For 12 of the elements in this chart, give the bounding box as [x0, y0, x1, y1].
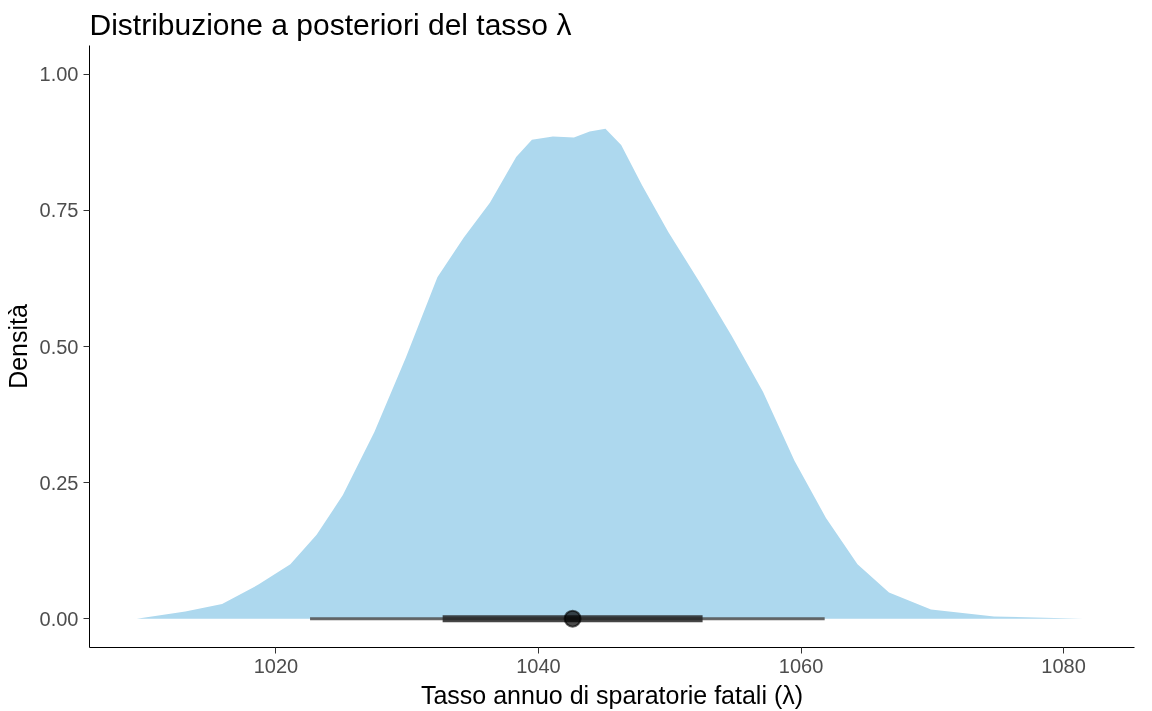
y-axis-title: Densità [3, 304, 32, 389]
x-tick-label: 1080 [1041, 654, 1086, 677]
x-tick-label: 1040 [516, 654, 561, 677]
y-tick-label: 0.00 [39, 607, 79, 630]
x-axis-title: Tasso annuo di sparatorie fatali (λ) [420, 680, 804, 709]
y-tick-label: 0.75 [39, 199, 79, 222]
y-tick-label: 0.50 [39, 335, 79, 358]
chart-title: Distribuzione a posteriori del tasso λ [89, 7, 572, 41]
x-tick-label: 1060 [778, 654, 824, 677]
x-tick-label: 1020 [253, 654, 299, 677]
y-tick-label: 0.25 [39, 471, 79, 494]
y-tick-label: 1.00 [39, 63, 79, 86]
